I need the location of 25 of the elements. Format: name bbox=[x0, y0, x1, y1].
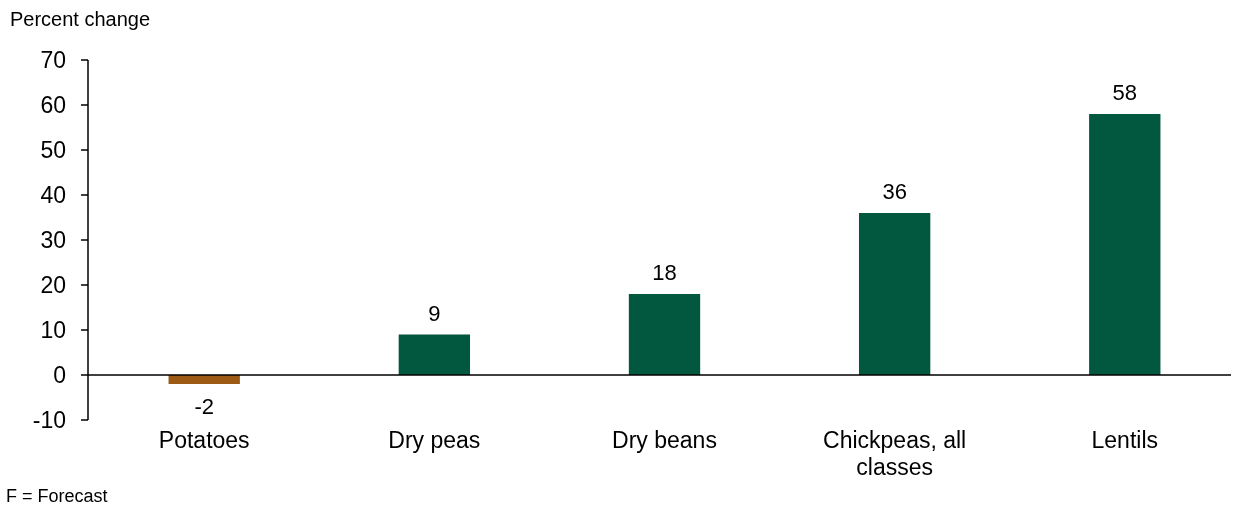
y-tick-label: 10 bbox=[40, 317, 66, 344]
y-tick-label: 60 bbox=[40, 92, 66, 119]
data-label: 18 bbox=[652, 260, 677, 285]
y-tick-label: 30 bbox=[40, 227, 66, 254]
x-tick-label: Dry beans bbox=[612, 427, 717, 453]
bar bbox=[1089, 114, 1161, 375]
x-tick-label: Dry peas bbox=[388, 427, 481, 453]
y-tick-label: 0 bbox=[53, 362, 66, 389]
x-tick-label: Potatoes bbox=[158, 427, 250, 453]
bar bbox=[398, 334, 471, 375]
data-label: -2 bbox=[194, 394, 214, 419]
y-tick-label: 40 bbox=[40, 182, 66, 209]
bar bbox=[628, 294, 701, 375]
x-tick-label: Lentils bbox=[1091, 427, 1159, 453]
x-tick-label: Chickpeas, all classes bbox=[823, 427, 967, 480]
data-label: 58 bbox=[1112, 80, 1138, 105]
bar bbox=[858, 213, 931, 375]
data-label: 9 bbox=[428, 300, 441, 326]
text: F = Forecast bbox=[6, 486, 108, 506]
y-tick-label: 70 bbox=[40, 47, 66, 74]
y-axis-title: Percent change bbox=[10, 8, 151, 30]
y-tick-label: 50 bbox=[40, 137, 66, 164]
y-tick-label: 20 bbox=[40, 272, 66, 299]
y-tick-label: -10 bbox=[32, 407, 66, 434]
data-label: 36 bbox=[882, 179, 907, 204]
